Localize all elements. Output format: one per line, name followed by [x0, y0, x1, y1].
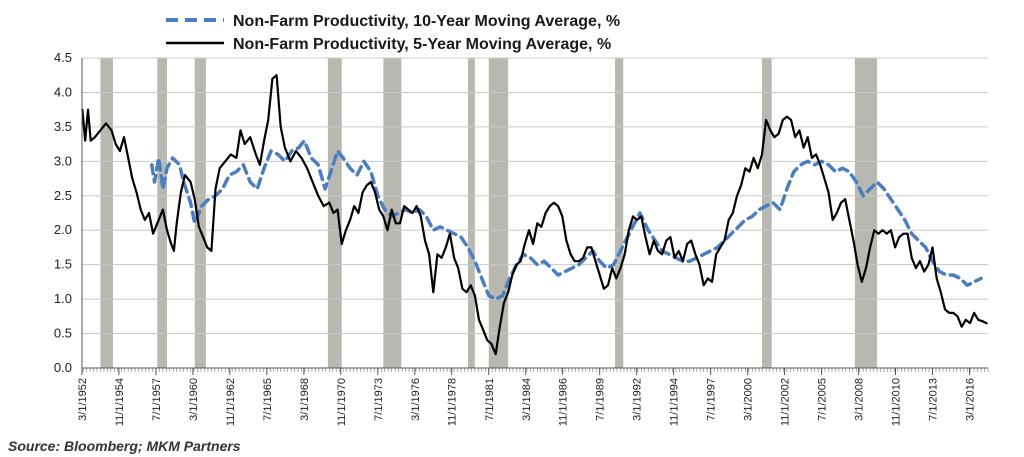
x-tick-label-20: 7/1/2005 [817, 378, 829, 421]
x-tick-label-14: 7/1/1989 [595, 378, 607, 421]
recession-band-9 [854, 58, 878, 368]
y-tick-label-0: 0.0 [54, 360, 72, 375]
legend-label-ten-year: Non-Farm Productivity, 10-Year Moving Av… [233, 13, 620, 30]
x-tick-label-21: 3/1/2008 [854, 378, 866, 421]
legend-item-five-year: Non-Farm Productivity, 5-Year Moving Ave… [166, 36, 611, 53]
x-tick-label-7: 11/1/1970 [336, 378, 348, 426]
x-tick-label-2: 7/1/1957 [151, 378, 163, 421]
legend: Non-Farm Productivity, 10-Year Moving Av… [166, 13, 620, 53]
x-tick-label-22: 11/1/2010 [891, 378, 903, 426]
x-tick-label-10: 11/1/1978 [447, 378, 459, 426]
x-tick-label-11: 7/1/1981 [484, 378, 496, 421]
x-tick-label-12: 3/1/1984 [521, 378, 533, 421]
x-tick-label-19: 11/1/2002 [780, 378, 792, 426]
x-tick-label-18: 3/1/2000 [743, 378, 755, 421]
x-tick-label-9: 3/1/1976 [410, 378, 422, 421]
plot-area: 0.0 0.5 1.0 1.5 2.0 2.5 3.0 3.5 4.0 4.5 3/1/1952 11… [54, 50, 989, 426]
x-tick-label-0: 3/1/1952 [77, 378, 89, 421]
source-note: Source: Bloomberg; MKM Partners [8, 438, 241, 454]
recession-band-7 [614, 58, 624, 368]
axes: 0.0 0.5 1.0 1.5 2.0 2.5 3.0 3.5 4.0 4.5 3/1/1952 11… [54, 50, 989, 426]
y-tick-label-9: 4.5 [54, 50, 72, 65]
x-tick-label-3: 3/1/1960 [188, 378, 200, 421]
recession-band-8 [761, 58, 772, 368]
y-tick-label-7: 3.5 [54, 119, 72, 134]
legend-label-five-year: Non-Farm Productivity, 5-Year Moving Ave… [233, 36, 611, 53]
y-tick-label-5: 2.5 [54, 188, 72, 203]
x-tick-label-16: 11/1/1994 [669, 378, 681, 426]
y-tick-label-1: 0.5 [54, 326, 72, 341]
legend-item-ten-year: Non-Farm Productivity, 10-Year Moving Av… [166, 13, 620, 30]
x-tick-label-17: 7/1/1997 [706, 378, 718, 421]
y-tick-label-4: 2.0 [54, 222, 72, 237]
series-line-ten-year [150, 138, 983, 301]
x-tick-label-13: 11/1/1986 [558, 378, 570, 426]
x-tick-label-4: 11/1/1962 [225, 378, 237, 426]
x-tick-label-24: 3/1/2016 [965, 378, 977, 421]
x-tick-label-1: 11/1/1954 [114, 378, 126, 426]
x-tick-label-5: 7/1/1965 [262, 378, 274, 421]
x-tick-label-8: 7/1/1973 [373, 378, 385, 421]
recession-band-0 [100, 58, 113, 368]
y-tick-label-8: 4.0 [54, 84, 72, 99]
y-tick-label-3: 1.5 [54, 257, 72, 272]
y-tick-label-2: 1.0 [54, 291, 72, 306]
x-tick-label-23: 7/1/2013 [928, 378, 940, 421]
y-tick-label-6: 3.0 [54, 153, 72, 168]
x-tick-label-6: 3/1/1968 [299, 378, 311, 421]
x-tick-label-15: 3/1/1992 [632, 378, 644, 421]
series-lines [81, 74, 988, 356]
recession-band-5 [467, 58, 475, 368]
recession-band-6 [488, 58, 509, 368]
series-line-five-year [81, 74, 988, 356]
